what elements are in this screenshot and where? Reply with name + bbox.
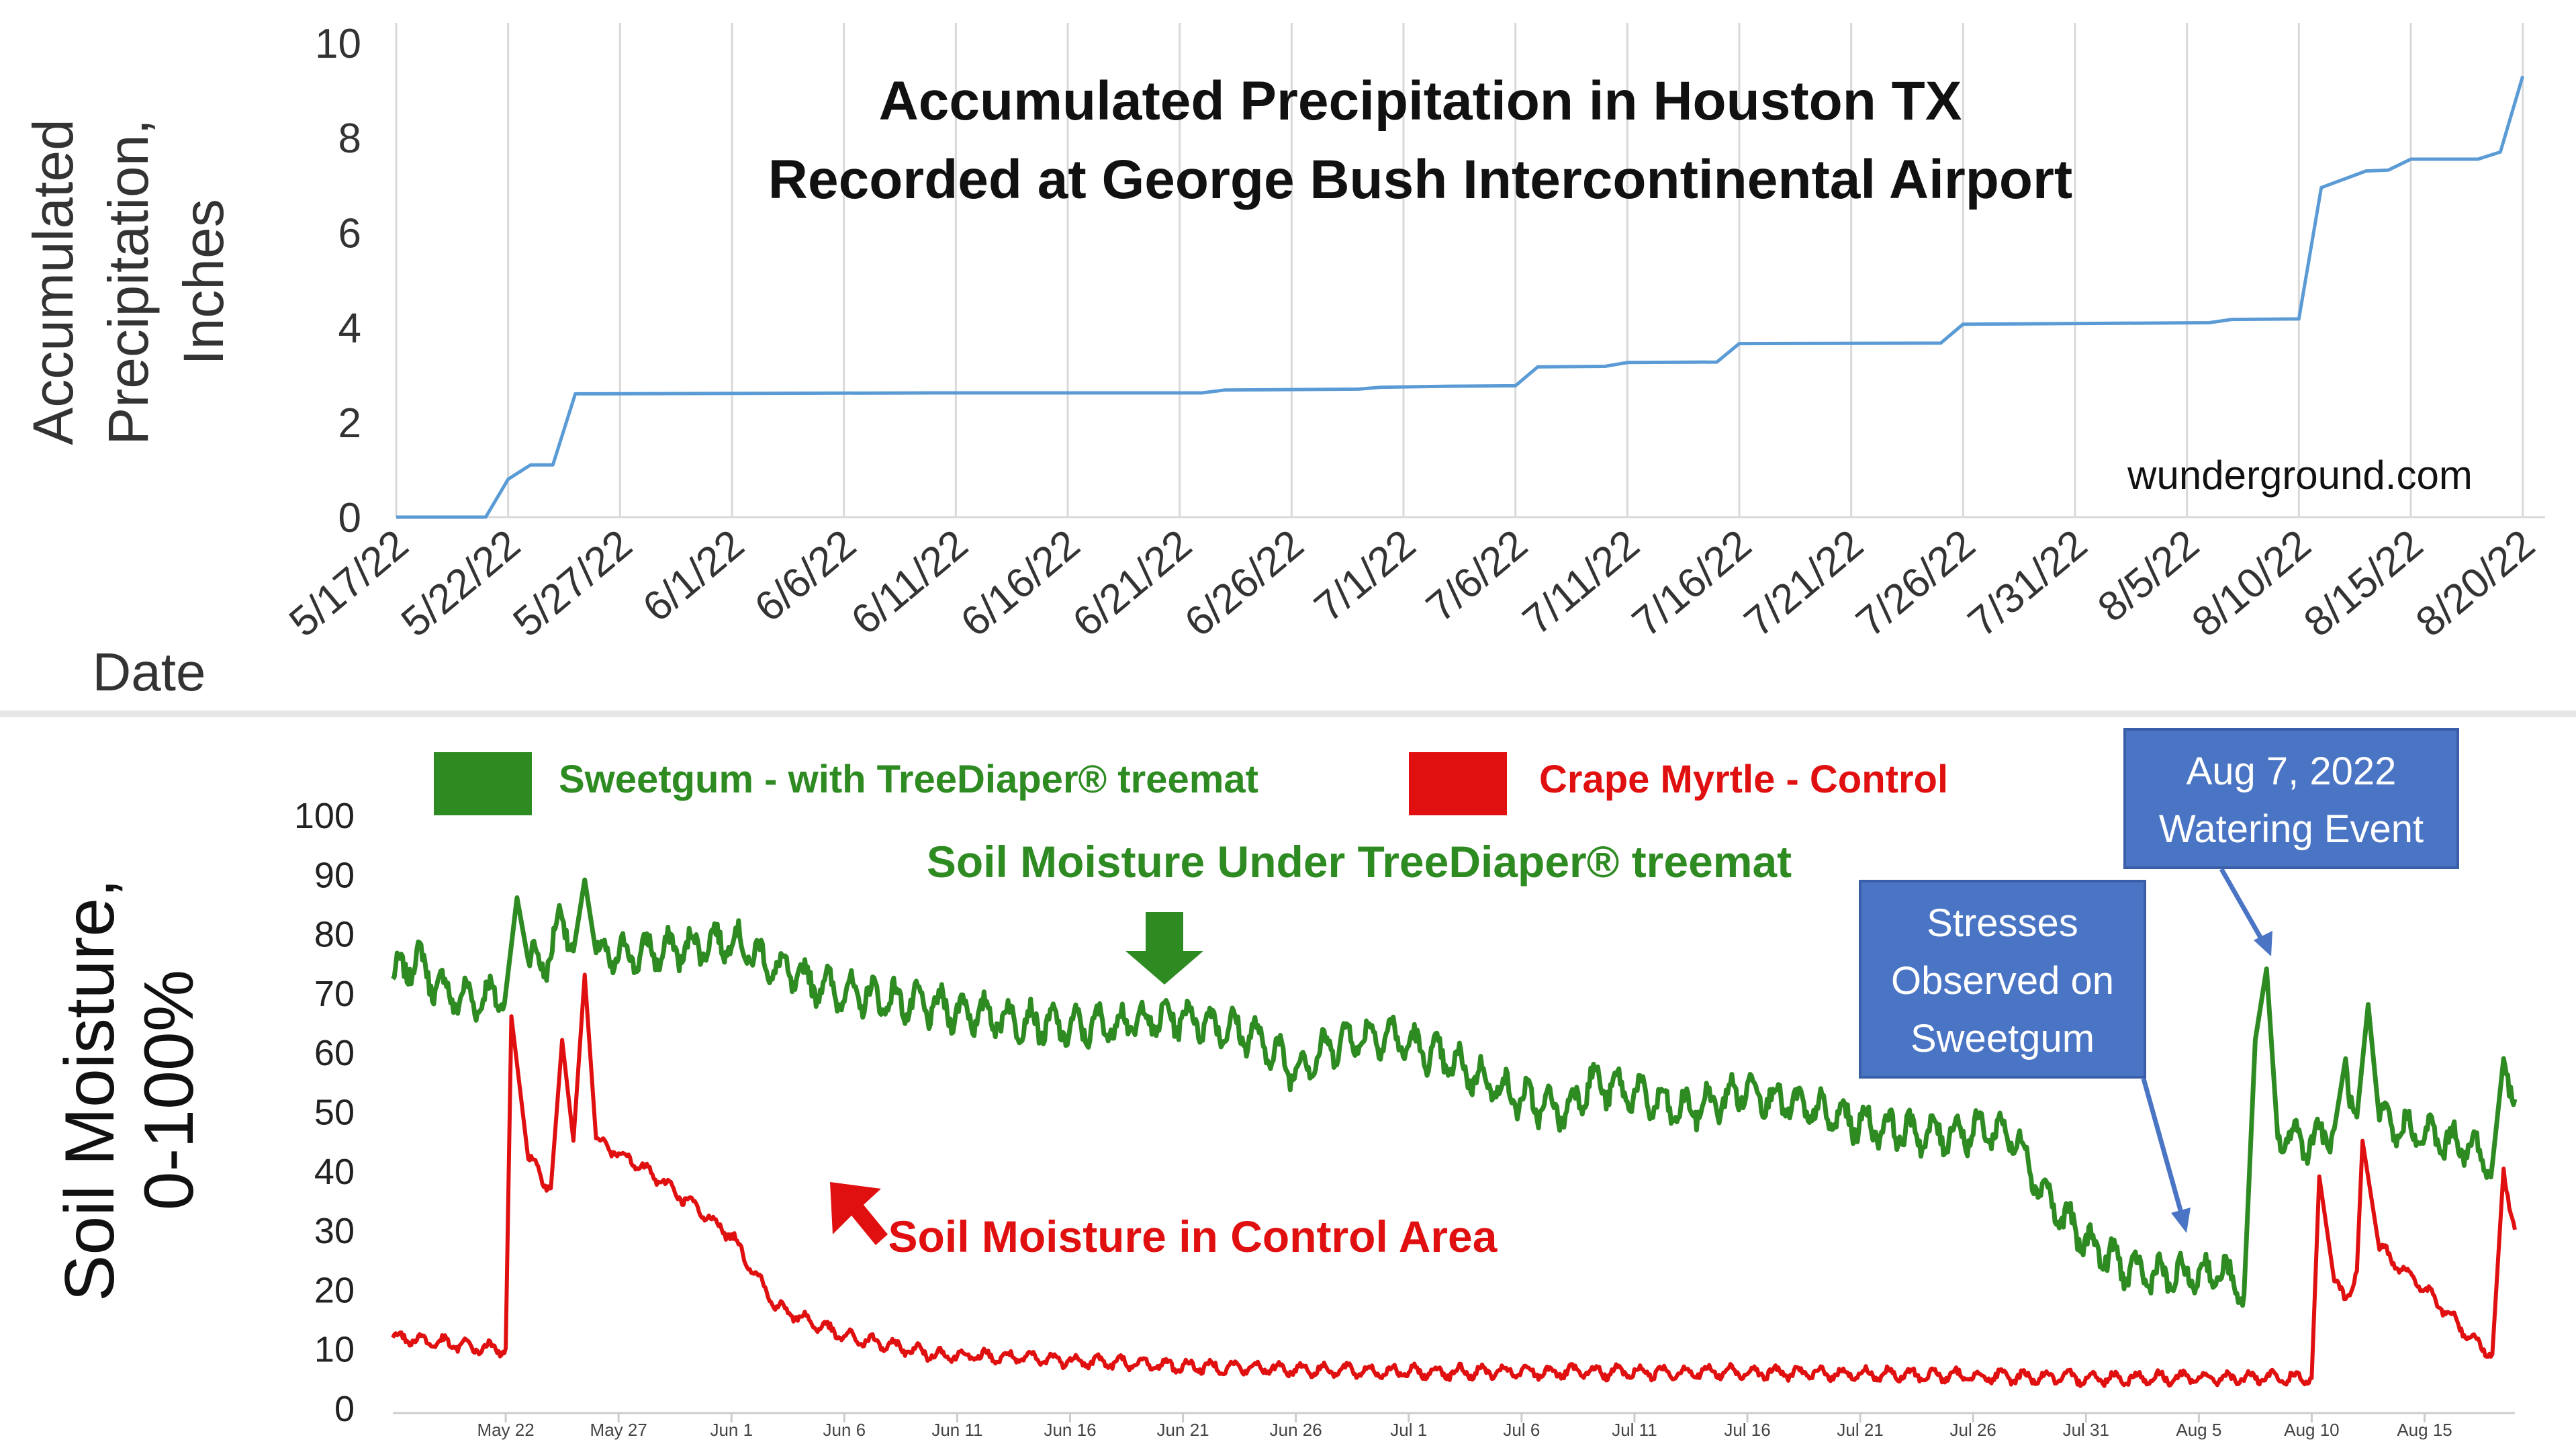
- y-axis-label-line-2: Precipitation,: [97, 119, 160, 445]
- legend-swatch-sweetgum: [434, 752, 532, 815]
- y-axis-label-line-2: 0-100%: [130, 969, 208, 1211]
- x-tick-label: Jun 11: [931, 1420, 982, 1440]
- callout-arrow-stresses: [2141, 1078, 2187, 1223]
- y-tick-label: 50: [314, 1093, 355, 1133]
- legend-label-crape-myrtle: Crape Myrtle - Control: [1539, 758, 1948, 801]
- x-tick-label: 6/6/22: [746, 521, 864, 631]
- y-axis-label-line-1: Accumulated: [21, 119, 85, 445]
- x-tick-label: Jul 16: [1724, 1420, 1770, 1440]
- y-axis-label-line-1: Soil Moisture,: [51, 878, 129, 1302]
- chart-title-line-2: Recorded at George Bush Intercontinental…: [768, 149, 2072, 210]
- x-tick-label: 7/21/22: [1736, 521, 1872, 646]
- x-tick-label: Jul 26: [1949, 1420, 1996, 1440]
- y-tick-label: 10: [315, 21, 361, 67]
- x-tick-label: Jun 21: [1157, 1420, 1209, 1440]
- x-tick-label: 6/26/22: [1177, 521, 1313, 646]
- panel-divider: [0, 711, 2576, 717]
- x-tick-label: 5/22/22: [393, 521, 529, 646]
- x-tick-label: 6/21/22: [1064, 521, 1201, 646]
- x-tick-label: Jul 31: [2063, 1420, 2109, 1440]
- callout-stresses-line-3: Sweetgum: [1910, 1017, 2095, 1060]
- precipitation-chart-panel: 0 2 4 6 8 10 5/17/22 5/22/22 5/27/22 6/1/22 6/6/2…: [0, 0, 2576, 712]
- y-tick-label: 0: [338, 495, 361, 541]
- x-tick-label: Aug 10: [2284, 1420, 2339, 1440]
- y-axis-label-line-3: Inches: [172, 199, 235, 365]
- x-tick-label: Jul 6: [1503, 1420, 1540, 1440]
- x-tick-label: 8/10/22: [2184, 521, 2320, 646]
- x-tick-label: 6/11/22: [843, 521, 976, 644]
- chart-title-line-1: Accumulated Precipitation in Houston TX: [879, 71, 1962, 132]
- x-tick-label: Jul 11: [1612, 1420, 1657, 1440]
- y-tick-label: 0: [334, 1389, 355, 1429]
- y-tick-label: 6: [338, 210, 361, 257]
- y-tick-label: 70: [314, 974, 355, 1014]
- y-tick-label: 80: [314, 915, 355, 955]
- x-tick-label: Jun 6: [823, 1420, 866, 1440]
- callout-watering-line-2: Watering Event: [2158, 807, 2424, 851]
- callout-stresses: Stresses Observed on Sweetgum: [1859, 880, 2146, 1079]
- x-tick-label: Jul 21: [1837, 1420, 1883, 1440]
- x-tick-label: 7/31/22: [1960, 521, 2096, 646]
- y-tick-label: 100: [294, 796, 355, 836]
- precipitation-line: [396, 75, 2525, 519]
- callout-arrowhead-watering-icon: [2254, 931, 2272, 956]
- callout-arrowhead-stresses-icon: [2171, 1208, 2191, 1233]
- x-tick-label: 5/27/22: [505, 521, 641, 646]
- x-tick-label: May 22: [477, 1420, 534, 1440]
- y-tick-label: 10: [314, 1330, 355, 1370]
- callout-stresses-line-2: Observed on: [1890, 959, 2115, 1003]
- legend-swatch-crape-myrtle: [1409, 752, 1507, 815]
- y-tick-label: 20: [314, 1270, 355, 1310]
- source-label: wunderground.com: [2127, 453, 2473, 498]
- x-tick-label: 7/16/22: [1624, 521, 1760, 646]
- y-tick-label: 2: [338, 400, 361, 447]
- callout-arrow-watering: [2219, 868, 2267, 946]
- x-tick-label: Jun 26: [1270, 1420, 1322, 1440]
- y-tick-label: 60: [314, 1033, 355, 1073]
- y-tick-label: 90: [314, 855, 355, 895]
- callout-stresses-line-1: Stresses: [1927, 901, 2078, 945]
- x-tick-label: Jun 1: [710, 1420, 753, 1440]
- x-tick-label: 6/1/22: [635, 521, 753, 631]
- x-tick-label: 7/1/22: [1306, 521, 1424, 631]
- x-tick-label: May 27: [590, 1420, 647, 1440]
- arrow-control-icon: [830, 1182, 888, 1245]
- x-tick-label: 7/11/22: [1514, 521, 1648, 644]
- x-tick-label: Aug 15: [2397, 1420, 2452, 1440]
- callout-watering: Aug 7, 2022 Watering Event: [2123, 728, 2459, 869]
- y-axis-label: Soil Moisture, 0-100%: [50, 855, 218, 1325]
- y-tick-label: 40: [314, 1152, 355, 1192]
- y-tick-label: 8: [338, 116, 361, 162]
- x-tick-label: 7/26/22: [1848, 521, 1984, 646]
- annotation-control: Soil Moisture in Control Area: [888, 1212, 1498, 1261]
- y-tick-label: 4: [338, 306, 361, 352]
- x-tick-label: Jul 1: [1390, 1420, 1427, 1440]
- soil-moisture-chart-panel: 0 10 20 30 40 50 60 70 80 90 100 May 22 May 27 Jun 1…: [0, 717, 2576, 1451]
- sweetgum-moisture-line: [391, 877, 2518, 1308]
- x-tick-label: 8/15/22: [2295, 521, 2432, 646]
- x-tick-label: 6/16/22: [952, 521, 1089, 646]
- callout-watering-line-1: Aug 7, 2022: [2186, 749, 2397, 793]
- soil-moisture-chart: 0 10 20 30 40 50 60 70 80 90 100 May 22 May 27 Jun 1…: [294, 752, 2518, 1440]
- crape-myrtle-moisture-line: [391, 972, 2517, 1388]
- legend-label-sweetgum: Sweetgum - with TreeDiaper® treemat: [559, 758, 1258, 801]
- x-tick-label: 7/6/22: [1418, 521, 1536, 631]
- annotation-treemat: Soil Moisture Under TreeDiaper® treemat: [927, 837, 1792, 887]
- x-axis-label: Date: [93, 642, 206, 702]
- x-tick-label: Aug 5: [2176, 1420, 2221, 1440]
- x-tick-label: 8/20/22: [2407, 521, 2544, 646]
- y-tick-label: 30: [314, 1211, 355, 1251]
- x-tick-label: Jun 16: [1044, 1420, 1096, 1440]
- arrow-down-treemat-icon: [1125, 912, 1203, 985]
